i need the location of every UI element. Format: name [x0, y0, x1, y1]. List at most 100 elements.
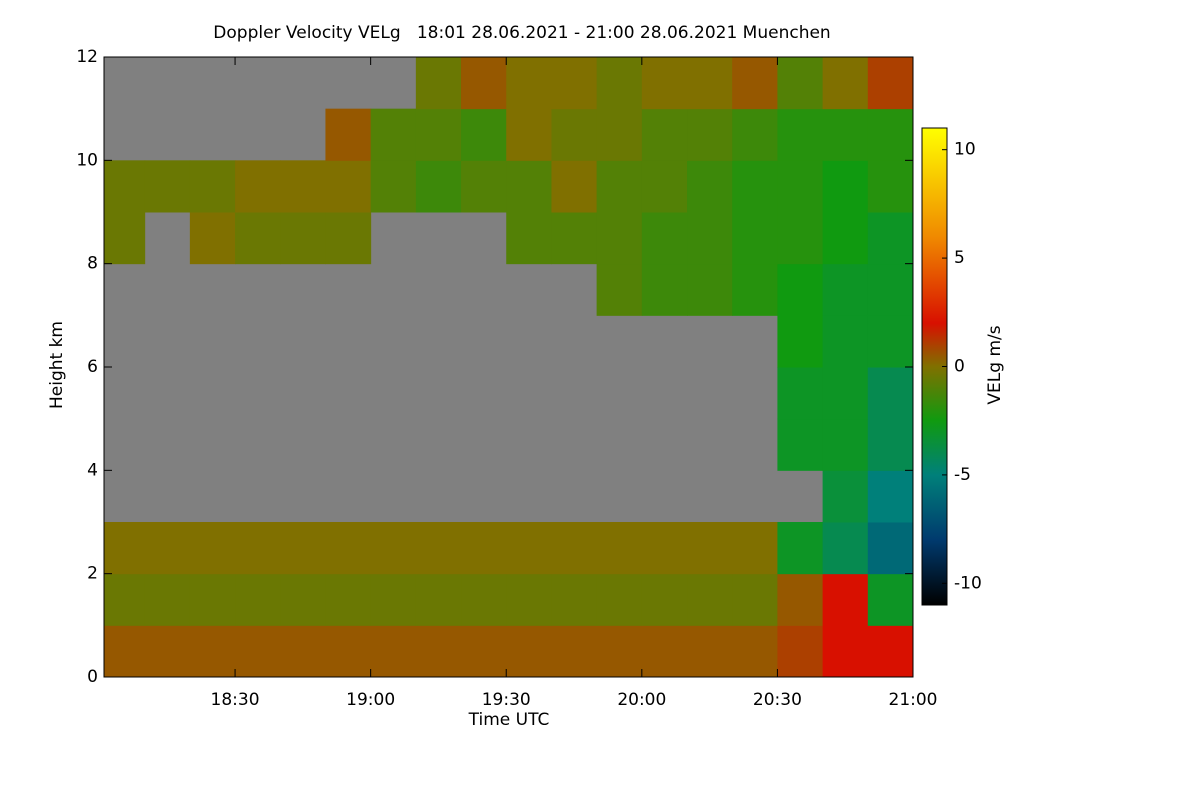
chart-title: Doppler Velocity VELg 18:01 28.06.2021 -…: [213, 23, 830, 43]
heatmap-cell: [144, 573, 191, 626]
heatmap-cell: [551, 160, 598, 213]
heatmap-cell: [370, 522, 417, 575]
heatmap-cell: [867, 263, 913, 316]
heatmap-cell: [596, 573, 643, 626]
heatmap-cell: [461, 625, 507, 677]
heatmap-cell: [596, 108, 643, 161]
heatmap-cell: [415, 522, 462, 575]
heatmap-cell: [867, 625, 913, 677]
heatmap-cell: [822, 522, 869, 575]
heatmap-cell: [551, 57, 598, 110]
heatmap-cell: [867, 315, 913, 368]
colorbar-tick-label: 5: [954, 248, 965, 268]
heatmap-cell: [461, 108, 507, 161]
heatmap-cell: [461, 160, 507, 213]
heatmap-cell: [867, 470, 913, 523]
heatmap-cell: [822, 573, 869, 626]
x-tick-label: 20:00: [617, 690, 666, 710]
heatmap-cell: [641, 625, 688, 677]
heatmap-cell: [280, 212, 326, 265]
y-tick-label: 10: [76, 150, 98, 170]
heatmap-cell: [506, 522, 552, 575]
heatmap-cell: [506, 573, 552, 626]
heatmap-cell: [235, 212, 281, 265]
heatmap-cell: [551, 522, 598, 575]
heatmap-cell: [732, 625, 778, 677]
heatmap-cell: [280, 625, 326, 677]
heatmap-cell: [822, 625, 869, 677]
heatmap-cell: [867, 573, 913, 626]
heatmap-cell: [415, 160, 462, 213]
heatmap-cell: [415, 57, 462, 110]
heatmap-cell: [551, 625, 598, 677]
heatmap-cell: [104, 522, 146, 575]
y-tick-label: 6: [87, 357, 98, 377]
heatmap-cell: [777, 57, 824, 110]
heatmap-cell: [325, 160, 372, 213]
heatmap-cell: [867, 57, 913, 110]
heatmap-cell: [104, 212, 146, 265]
heatmap-cell: [415, 108, 462, 161]
heatmap-cell: [687, 57, 733, 110]
x-tick-label: 20:30: [753, 690, 802, 710]
heatmap-field: [104, 57, 913, 677]
heatmap-cell: [641, 522, 688, 575]
heatmap-cell: [596, 57, 643, 110]
heatmap-cell: [235, 522, 281, 575]
heatmap-cell: [732, 522, 778, 575]
heatmap-cell: [189, 573, 236, 626]
heatmap-cell: [822, 160, 869, 213]
heatmap-cell: [596, 522, 643, 575]
heatmap-cell: [370, 625, 417, 677]
heatmap-cell: [596, 212, 643, 265]
heatmap-cell: [104, 625, 146, 677]
heatmap-cell: [822, 212, 869, 265]
heatmap-cell: [867, 418, 913, 471]
heatmap-cell: [189, 625, 236, 677]
x-tick-label: 21:00: [889, 690, 938, 710]
heatmap-cell: [415, 573, 462, 626]
heatmap-cell: [732, 160, 778, 213]
heatmap-cell: [415, 625, 462, 677]
x-tick-label: 18:30: [211, 690, 260, 710]
heatmap-cell: [325, 212, 372, 265]
heatmap-cell: [641, 263, 688, 316]
y-tick-label: 8: [87, 254, 98, 274]
heatmap-cell: [867, 522, 913, 575]
heatmap-cell: [777, 108, 824, 161]
heatmap-cell: [777, 625, 824, 677]
heatmap-cell: [325, 522, 372, 575]
heatmap-cell: [641, 212, 688, 265]
heatmap-cell: [867, 367, 913, 420]
x-tick-label: 19:30: [482, 690, 531, 710]
heatmap-cell: [687, 573, 733, 626]
heatmap-cell: [822, 108, 869, 161]
heatmap-cell: [687, 263, 733, 316]
heatmap-cell: [822, 315, 869, 368]
heatmap-cell: [506, 57, 552, 110]
heatmap-cell: [144, 522, 191, 575]
heatmap-cell: [325, 108, 372, 161]
heatmap-cell: [144, 160, 191, 213]
heatmap-cell: [506, 160, 552, 213]
heatmap-cell: [867, 160, 913, 213]
heatmap-cell: [822, 263, 869, 316]
heatmap-cell: [370, 108, 417, 161]
heatmap-cell: [641, 573, 688, 626]
colorbar-tick-label: 0: [954, 357, 965, 377]
heatmap-cell: [235, 625, 281, 677]
heatmap-cell: [687, 212, 733, 265]
heatmap-cell: [777, 418, 824, 471]
heatmap-cell: [280, 573, 326, 626]
heatmap-cell: [822, 470, 869, 523]
heatmap-cell: [506, 212, 552, 265]
heatmap-cell: [777, 522, 824, 575]
heatmap-cell: [777, 212, 824, 265]
heatmap-cell: [280, 522, 326, 575]
heatmap-cell: [235, 160, 281, 213]
heatmap-cell: [732, 573, 778, 626]
heatmap-cell: [461, 573, 507, 626]
heatmap-cell: [732, 212, 778, 265]
x-axis-label: Time UTC: [468, 710, 550, 730]
heatmap-cell: [777, 573, 824, 626]
